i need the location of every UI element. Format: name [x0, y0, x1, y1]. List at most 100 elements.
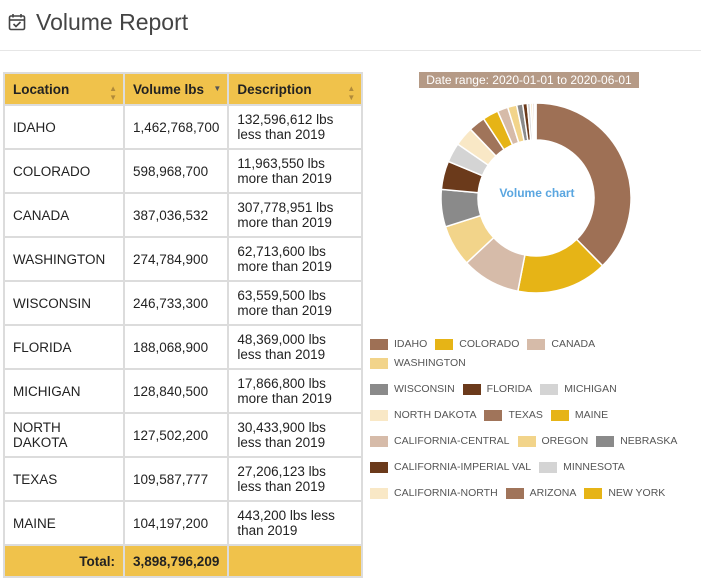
- volume-cell: 109,587,777: [122, 456, 230, 502]
- legend-item[interactable]: CALIFORNIA-IMPERIAL VAL: [370, 461, 531, 473]
- legend-swatch: [527, 338, 546, 350]
- legend-swatch: [370, 487, 388, 499]
- total-label: Total:: [3, 544, 125, 578]
- table-row: COLORADO 598,968,700 11,963,550 lbs more t…: [3, 148, 364, 194]
- legend-item[interactable]: NORTH DAKOTA: [370, 409, 476, 421]
- table-row: WISCONSIN 246,733,300 63,559,500 lbs more …: [3, 280, 364, 326]
- volume-table: Location ▲ ▼ Volume lbs ▼ Description ▲ ▼ IDA…: [3, 72, 364, 578]
- description-cell: 443,200 lbs less than 2019: [227, 500, 364, 546]
- donut-slice-idaho[interactable]: [535, 102, 632, 267]
- legend-item[interactable]: NEW YORK: [584, 487, 665, 499]
- table-row: NORTH DAKOTA 127,502,200 30,433,900 lbs le…: [3, 412, 364, 458]
- description-cell: 17,866,800 lbs more than 2019: [227, 368, 364, 414]
- legend-swatch: [550, 409, 569, 421]
- column-header-location[interactable]: Location ▲ ▼: [3, 72, 125, 106]
- description-cell: 132,596,612 lbs less than 2019: [227, 104, 364, 150]
- description-cell: 63,559,500 lbs more than 2019: [227, 280, 364, 326]
- legend-item[interactable]: WISCONSIN: [370, 383, 455, 395]
- legend-label: CANADA: [551, 338, 596, 350]
- legend-item[interactable]: MAINE: [550, 409, 609, 421]
- legend-item[interactable]: TEXAS: [484, 409, 543, 421]
- page-title: Volume Report: [36, 8, 189, 35]
- volume-cell: 127,502,200: [122, 412, 230, 458]
- location-cell: IDAHO: [3, 104, 125, 150]
- legend-item[interactable]: FLORIDA: [462, 383, 533, 395]
- column-header-volume[interactable]: Volume lbs ▼: [122, 72, 230, 106]
- legend-item[interactable]: CALIFORNIA-NORTH: [370, 487, 498, 499]
- legend-label: MAINE: [574, 409, 609, 421]
- legend-swatch: [370, 383, 388, 395]
- legend-item[interactable]: CANADA: [527, 338, 595, 350]
- legend-item[interactable]: COLORADO: [435, 338, 519, 350]
- legend-label: MINNESOTA: [563, 461, 625, 473]
- table-row: MAINE 104,197,200 443,200 lbs less than 20…: [3, 500, 364, 546]
- location-cell: NORTH DAKOTA: [3, 412, 125, 458]
- legend-swatch: [517, 435, 536, 447]
- legend-label: TEXAS: [508, 409, 543, 421]
- volume-cell: 188,068,900: [122, 324, 230, 370]
- description-cell: 27,206,123 lbs less than 2019: [227, 456, 364, 502]
- legend-swatch: [584, 487, 603, 499]
- volume-cell: 246,733,300: [122, 280, 230, 326]
- header-divider: [0, 50, 701, 51]
- total-row: Total: 3,898,796,209: [3, 544, 364, 578]
- volume-cell: 128,840,500: [122, 368, 230, 414]
- legend-swatch: [370, 409, 388, 421]
- legend-swatch: [370, 435, 388, 447]
- legend-label: WISCONSIN: [394, 383, 455, 395]
- total-value: 3,898,796,209: [122, 544, 230, 578]
- legend-label: FLORIDA: [486, 383, 533, 395]
- donut-slice-new-york[interactable]: [533, 102, 537, 141]
- legend-item[interactable]: OREGON: [517, 435, 589, 447]
- description-cell: 48,369,000 lbs less than 2019: [227, 324, 364, 370]
- legend-item[interactable]: WASHINGTON: [370, 357, 466, 369]
- legend-item[interactable]: IDAHO: [370, 338, 427, 350]
- legend-swatch: [370, 338, 388, 350]
- page-header: Volume Report: [8, 6, 188, 38]
- sort-icon[interactable]: ▲ ▼: [347, 84, 356, 102]
- volume-cell: 598,968,700: [122, 148, 230, 194]
- calendar-check-icon: [8, 14, 26, 31]
- legend-item[interactable]: MICHIGAN: [540, 383, 617, 395]
- description-cell: 30,433,900 lbs less than 2019: [227, 412, 364, 458]
- table-row: CANADA 387,036,532 307,778,951 lbs more th…: [3, 192, 364, 238]
- legend-label: CALIFORNIA-CENTRAL: [394, 435, 510, 447]
- location-cell: COLORADO: [3, 148, 125, 194]
- legend-label: CALIFORNIA-IMPERIAL VAL: [394, 461, 532, 473]
- legend-swatch: [539, 461, 558, 473]
- legend-item[interactable]: ARIZONA: [505, 487, 576, 499]
- table-row: FLORIDA 188,068,900 48,369,000 lbs less th…: [3, 324, 364, 370]
- description-cell: 11,963,550 lbs more than 2019: [227, 148, 364, 194]
- location-cell: FLORIDA: [3, 324, 125, 370]
- location-cell: CANADA: [3, 192, 125, 238]
- legend-label: WASHINGTON: [394, 357, 466, 369]
- table-row: WASHINGTON 274,784,900 62,713,600 lbs more…: [3, 236, 364, 282]
- volume-cell: 1,462,768,700: [122, 104, 230, 150]
- legend-swatch: [370, 357, 388, 369]
- legend-label: MICHIGAN: [564, 383, 617, 395]
- location-cell: TEXAS: [3, 456, 125, 502]
- legend-item[interactable]: MINNESOTA: [539, 461, 625, 473]
- location-cell: MAINE: [3, 500, 125, 546]
- volume-cell: 104,197,200: [122, 500, 230, 546]
- table-row: MICHIGAN 128,840,500 17,866,800 lbs more t…: [3, 368, 364, 414]
- location-cell: MICHIGAN: [3, 368, 125, 414]
- sort-icon[interactable]: ▲ ▼: [109, 84, 117, 102]
- table-row: TEXAS 109,587,777 27,206,123 lbs less than…: [3, 456, 364, 502]
- legend-label: COLORADO: [459, 338, 520, 350]
- legend-swatch: [435, 338, 454, 350]
- date-range-label: Date range: 2020-01-01 to 2020-06-01: [419, 72, 639, 88]
- sort-descending-icon[interactable]: ▼: [213, 84, 222, 93]
- legend-swatch: [370, 461, 388, 473]
- volume-cell: 274,784,900: [122, 236, 230, 282]
- legend-item[interactable]: NEBRASKA: [596, 435, 677, 447]
- location-cell: WISCONSIN: [3, 280, 125, 326]
- column-header-description[interactable]: Description ▲ ▼: [227, 72, 364, 106]
- description-cell: 307,778,951 lbs more than 2019: [227, 192, 364, 238]
- legend-label: OREGON: [541, 435, 589, 447]
- description-cell: 62,713,600 lbs more than 2019: [227, 236, 364, 282]
- legend-swatch: [596, 435, 615, 447]
- legend-item[interactable]: CALIFORNIA-CENTRAL: [370, 435, 510, 447]
- legend-swatch: [540, 383, 559, 395]
- legend-swatch: [462, 383, 481, 395]
